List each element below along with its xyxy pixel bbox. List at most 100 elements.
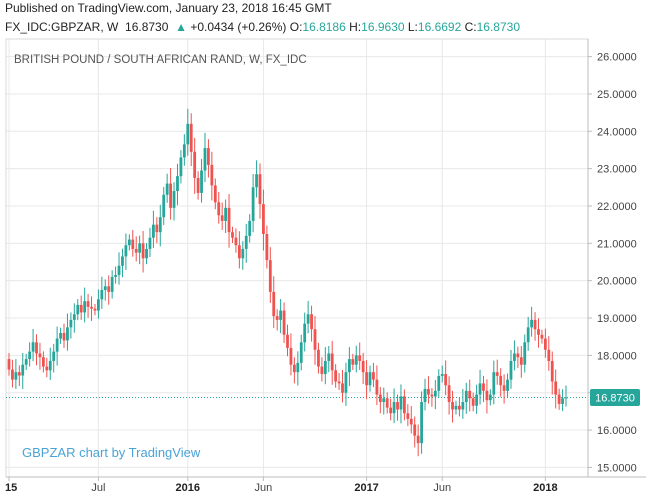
candle — [409, 406, 413, 434]
candle — [45, 357, 49, 378]
candle-body — [361, 360, 365, 373]
time-tick-label: 2017 — [354, 482, 378, 494]
candle-body — [513, 353, 516, 361]
candle — [55, 326, 59, 366]
candle-body — [203, 148, 207, 171]
candles — [7, 108, 568, 457]
close-label: C: — [464, 20, 477, 34]
candle-body — [478, 383, 482, 395]
candle — [375, 365, 379, 406]
candle-body — [440, 374, 444, 376]
candle-body — [255, 174, 258, 188]
price-tick-label: 23.0000 — [597, 164, 637, 176]
candle — [506, 373, 509, 398]
candle — [28, 342, 32, 367]
symbol-label[interactable]: FX_IDC:GBPZAR, W — [5, 20, 119, 34]
candle — [152, 210, 155, 248]
candle — [519, 346, 523, 378]
candle-body — [423, 388, 427, 403]
candle — [200, 158, 203, 203]
chart-watermark[interactable]: GBPZAR chart by TradingView — [22, 445, 201, 460]
candle-body — [28, 351, 32, 360]
candle-body — [227, 207, 231, 233]
candle — [96, 289, 100, 319]
candle — [21, 352, 25, 390]
candle — [155, 217, 159, 244]
candle-body — [537, 329, 540, 335]
published-note: Published on TradingView.com, January 23… — [5, 1, 332, 15]
candle — [141, 231, 145, 273]
candle-body — [317, 349, 320, 367]
candle — [392, 388, 396, 424]
candle-body — [413, 424, 417, 436]
candle — [17, 365, 21, 387]
candle — [93, 303, 97, 316]
candle-body — [347, 359, 351, 373]
candle-body — [66, 327, 69, 341]
candle — [306, 300, 310, 334]
candle — [433, 379, 437, 410]
candle-body — [451, 402, 454, 410]
candle-body — [358, 355, 362, 361]
candle-body — [344, 372, 348, 393]
candle — [7, 353, 11, 376]
candle-body — [224, 207, 228, 221]
candle-body — [121, 256, 124, 266]
price-tick-label: 22.0000 — [597, 201, 637, 213]
candle-body — [48, 360, 52, 371]
last-price-badge: 16.8730 — [590, 388, 640, 406]
candle — [121, 248, 124, 278]
candle — [444, 360, 448, 396]
candle-body — [327, 353, 331, 361]
candle-body — [430, 394, 434, 397]
candle-body — [454, 405, 458, 410]
candle-body — [96, 299, 100, 311]
time-tick-label: Jun — [433, 482, 451, 494]
candle — [286, 324, 289, 357]
candle-body — [365, 372, 368, 386]
candle — [59, 327, 62, 344]
candle-body — [152, 224, 155, 238]
candle-body — [62, 332, 66, 341]
candle — [186, 108, 190, 156]
candle-body — [169, 183, 172, 208]
candle-body — [351, 359, 355, 365]
candle-body — [458, 405, 461, 410]
candle-body — [320, 366, 324, 375]
candle — [237, 231, 241, 269]
candle — [258, 163, 262, 219]
candle — [100, 276, 104, 309]
chart-title: BRITISH POUND / SOUTH AFRICAN RAND, W, F… — [14, 54, 307, 66]
candle — [210, 151, 214, 201]
candle-body — [488, 394, 492, 401]
candle — [475, 384, 479, 414]
candle — [90, 296, 93, 321]
candle-body — [272, 291, 276, 317]
up-arrow-icon: ▲ — [175, 20, 187, 34]
candle-body — [69, 319, 73, 328]
candle — [378, 387, 382, 414]
candle — [461, 388, 465, 419]
candle — [427, 376, 430, 404]
candle-body — [76, 304, 80, 315]
time-axis: 15 Jul 2016 Jun 2017 Jun 2018 — [5, 477, 558, 494]
high-label: H: — [349, 20, 362, 34]
candle — [231, 226, 234, 244]
candle-body — [220, 215, 224, 221]
candle — [561, 389, 564, 412]
candle — [279, 299, 283, 334]
candle-body — [461, 402, 465, 410]
candle-body — [55, 338, 59, 352]
candle — [358, 342, 362, 371]
candle-body — [375, 379, 379, 395]
candle-body — [354, 355, 358, 365]
candle — [107, 275, 111, 305]
candle — [334, 364, 338, 388]
candle — [38, 342, 42, 370]
candle-body — [86, 301, 90, 307]
candle — [62, 323, 66, 348]
candle-body — [502, 385, 506, 391]
candle-body — [416, 435, 420, 444]
candle-body — [543, 338, 547, 350]
